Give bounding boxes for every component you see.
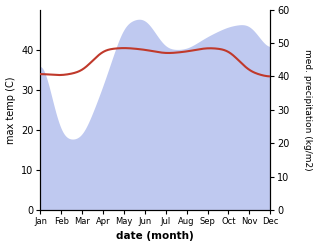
Y-axis label: med. precipitation (kg/m2): med. precipitation (kg/m2) xyxy=(303,49,313,171)
Y-axis label: max temp (C): max temp (C) xyxy=(5,76,16,144)
X-axis label: date (month): date (month) xyxy=(116,231,194,242)
